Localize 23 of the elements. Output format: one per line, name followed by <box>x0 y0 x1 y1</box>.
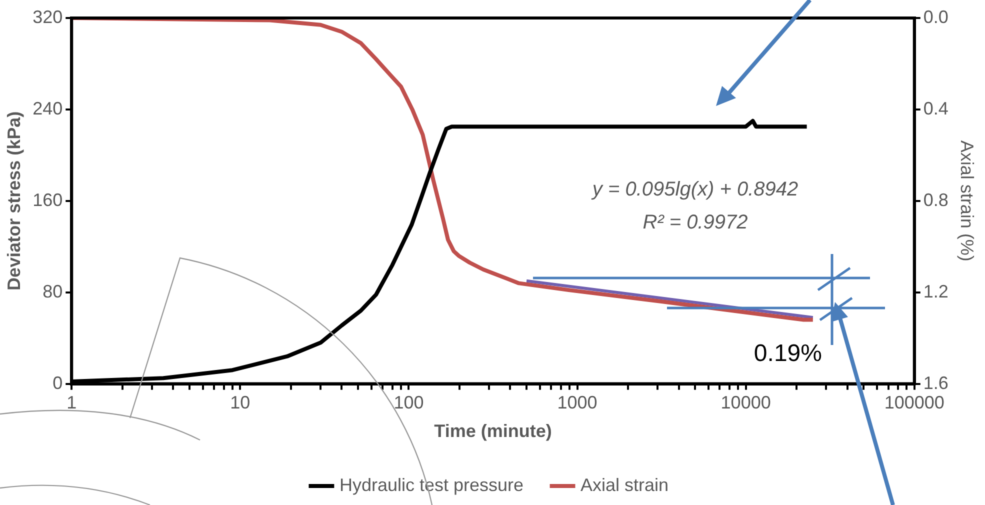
x-axis-title: Time (minute) <box>434 421 552 442</box>
x-tick-label: 10000 <box>720 392 771 413</box>
y-tick-label: 80 <box>42 281 63 302</box>
x-tick-label: 1000 <box>557 392 598 413</box>
y-tick-label: 160 <box>32 190 63 210</box>
annotation: y = 0.095lg(x) + 0.8942 <box>590 178 798 200</box>
annotation: 0.19% <box>754 340 822 368</box>
y2-tick-label: 0.8 <box>923 190 948 210</box>
y2-axis-title: Axial strain (%) <box>957 140 978 262</box>
x-tick-label: 1 <box>66 392 77 413</box>
x-tick-label: 10 <box>230 392 250 413</box>
x-tick-label: 100000 <box>884 392 944 413</box>
legend-label: Axial strain <box>580 474 669 495</box>
x-tick-label: 100 <box>394 392 424 413</box>
y2-tick-label: 0.0 <box>923 6 948 27</box>
y2-tick-label: 1.6 <box>923 372 948 393</box>
y-tick-label: 0 <box>52 372 63 393</box>
y-tick-label: 240 <box>32 98 63 118</box>
y-tick-label: 320 <box>32 6 63 27</box>
y2-tick-label: 1.2 <box>923 281 948 302</box>
y-axis-title: Deviator stress (kPa) <box>4 111 24 290</box>
annotation: R² = 0.9972 <box>642 211 748 234</box>
y2-tick-label: 0.4 <box>923 98 948 118</box>
